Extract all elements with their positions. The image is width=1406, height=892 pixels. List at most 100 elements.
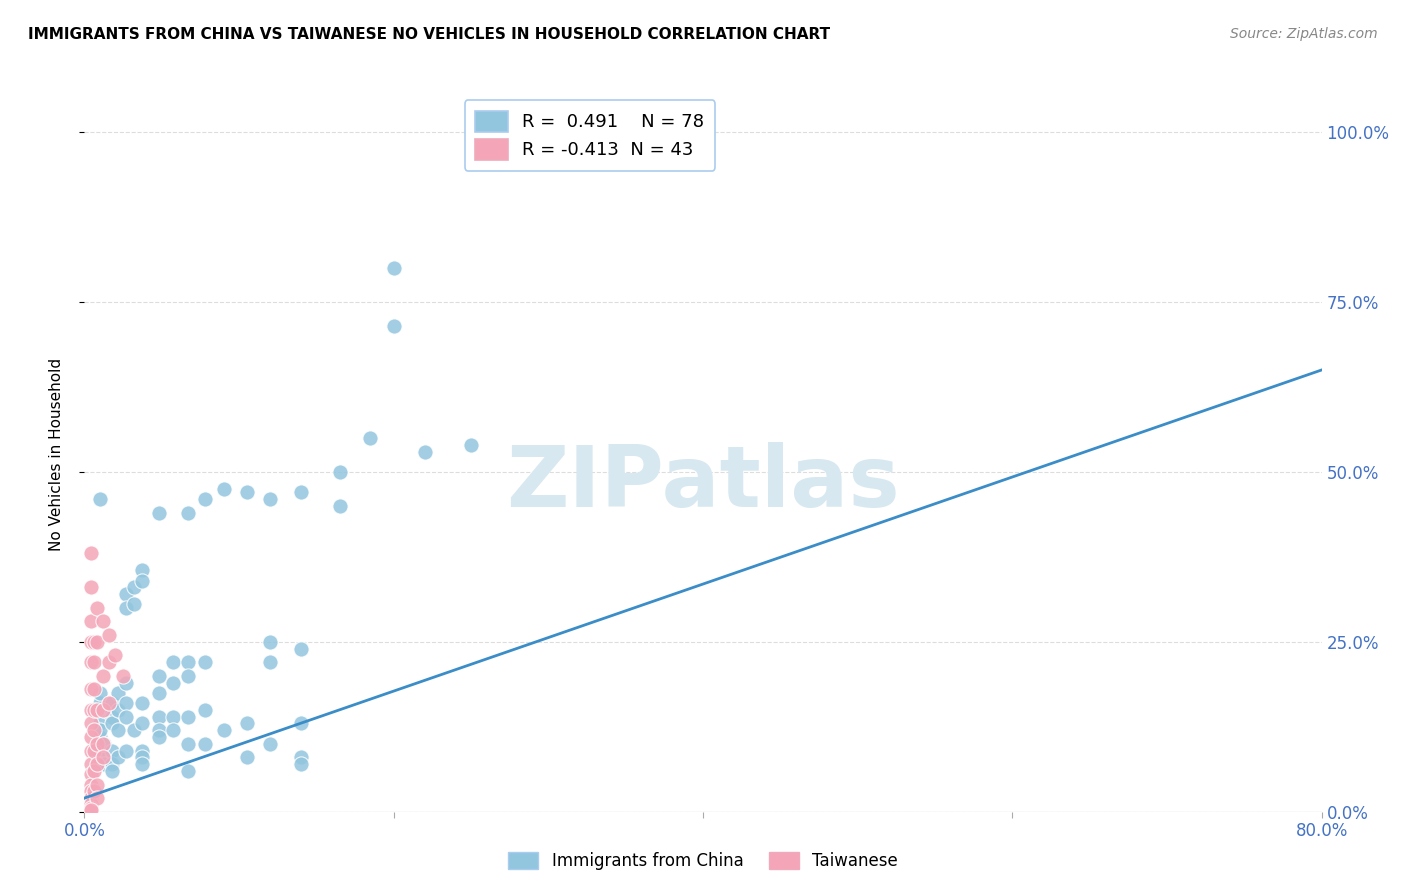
Point xyxy=(79,546,101,560)
Point xyxy=(382,260,405,275)
Point xyxy=(89,757,111,772)
Point xyxy=(115,743,138,757)
Point xyxy=(131,574,153,588)
Point xyxy=(115,587,138,601)
Point xyxy=(122,581,145,595)
Point xyxy=(79,767,101,781)
Point xyxy=(86,791,108,805)
Point xyxy=(89,743,111,757)
Point xyxy=(79,655,101,669)
Point xyxy=(162,709,184,723)
Point xyxy=(93,737,115,751)
Point xyxy=(290,716,312,731)
Point xyxy=(86,737,108,751)
Point xyxy=(101,757,124,772)
Point xyxy=(460,438,482,452)
Point xyxy=(107,750,129,764)
Point xyxy=(101,743,124,757)
Point xyxy=(101,716,124,731)
Point xyxy=(148,709,170,723)
Point xyxy=(79,703,101,717)
Point xyxy=(107,723,129,738)
Point xyxy=(101,709,124,723)
Point xyxy=(91,669,114,683)
Point xyxy=(177,506,200,520)
Point xyxy=(101,764,124,778)
Point xyxy=(122,723,145,738)
Point xyxy=(329,465,352,479)
Point xyxy=(79,743,101,757)
Point xyxy=(93,757,115,772)
Point xyxy=(91,737,114,751)
Point xyxy=(79,635,101,649)
Point xyxy=(79,800,101,814)
Point xyxy=(79,803,101,817)
Point xyxy=(79,797,101,811)
Point xyxy=(212,723,235,738)
Point xyxy=(91,750,114,764)
Point xyxy=(101,696,124,710)
Text: ZIPatlas: ZIPatlas xyxy=(506,442,900,525)
Point xyxy=(122,598,145,612)
Point xyxy=(86,778,108,792)
Point xyxy=(91,615,114,629)
Point xyxy=(79,791,101,805)
Point xyxy=(194,703,217,717)
Point xyxy=(236,485,259,500)
Point xyxy=(115,675,138,690)
Point xyxy=(148,686,170,700)
Point xyxy=(162,675,184,690)
Point xyxy=(177,709,200,723)
Point xyxy=(236,750,259,764)
Point xyxy=(290,485,312,500)
Point xyxy=(148,506,170,520)
Point xyxy=(91,703,114,717)
Point xyxy=(79,730,101,744)
Point xyxy=(194,492,217,507)
Point xyxy=(413,444,436,458)
Point xyxy=(93,703,115,717)
Point xyxy=(79,615,101,629)
Point xyxy=(86,600,108,615)
Point xyxy=(89,492,111,507)
Point xyxy=(83,743,105,757)
Point xyxy=(382,318,405,333)
Point xyxy=(177,669,200,683)
Text: Source: ZipAtlas.com: Source: ZipAtlas.com xyxy=(1230,27,1378,41)
Point xyxy=(89,696,111,710)
Point xyxy=(212,482,235,496)
Point xyxy=(98,628,121,642)
Legend: R =  0.491    N = 78, R = -0.413  N = 43: R = 0.491 N = 78, R = -0.413 N = 43 xyxy=(464,100,716,170)
Point xyxy=(131,716,153,731)
Point xyxy=(79,784,101,798)
Point xyxy=(79,581,101,595)
Point xyxy=(112,669,135,683)
Point xyxy=(115,696,138,710)
Point xyxy=(89,723,111,738)
Point xyxy=(83,723,105,738)
Point xyxy=(162,723,184,738)
Point xyxy=(83,635,105,649)
Point xyxy=(79,716,101,731)
Point xyxy=(131,564,153,578)
Point xyxy=(177,764,200,778)
Point xyxy=(194,737,217,751)
Point xyxy=(177,655,200,669)
Point xyxy=(131,757,153,772)
Point xyxy=(115,600,138,615)
Point xyxy=(89,730,111,744)
Text: IMMIGRANTS FROM CHINA VS TAIWANESE NO VEHICLES IN HOUSEHOLD CORRELATION CHART: IMMIGRANTS FROM CHINA VS TAIWANESE NO VE… xyxy=(28,27,831,42)
Point xyxy=(107,703,129,717)
Point xyxy=(86,757,108,772)
Point xyxy=(194,655,217,669)
Point xyxy=(290,757,312,772)
Point xyxy=(131,743,153,757)
Point xyxy=(290,750,312,764)
Legend: Immigrants from China, Taiwanese: Immigrants from China, Taiwanese xyxy=(502,845,904,877)
Point xyxy=(259,635,281,649)
Point xyxy=(259,655,281,669)
Point xyxy=(79,757,101,772)
Point xyxy=(259,737,281,751)
Point xyxy=(89,716,111,731)
Point xyxy=(86,635,108,649)
